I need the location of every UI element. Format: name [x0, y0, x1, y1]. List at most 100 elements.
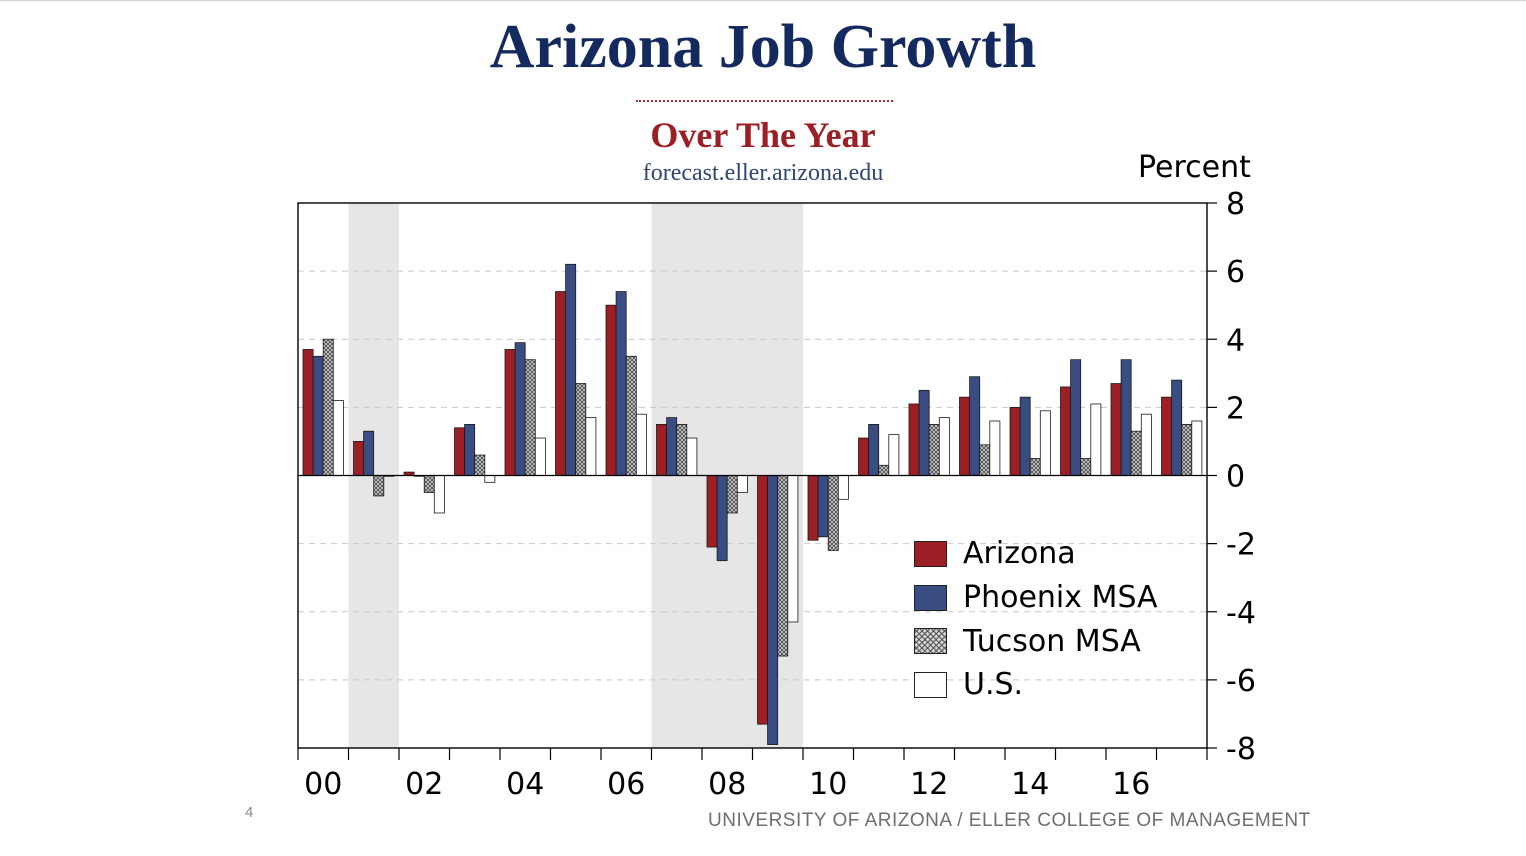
bar-arizona: [353, 441, 365, 476]
bar-u-s: [938, 417, 950, 476]
bar-phoenix-msa: [565, 263, 577, 476]
bar-phoenix-msa: [1019, 396, 1031, 476]
bar-phoenix-msa: [969, 376, 981, 476]
bar-u-s: [433, 475, 445, 514]
bar-arizona: [858, 437, 870, 476]
bar-u-s: [332, 400, 344, 476]
bar-u-s: [888, 434, 900, 476]
y-tick-label: 2: [1226, 391, 1245, 426]
x-tick-label: 12: [910, 767, 948, 802]
legend-item-tucson: Tucson MSA: [914, 619, 1158, 663]
bar-phoenix-msa: [464, 424, 476, 476]
bar-tucson-msa: [827, 475, 839, 551]
x-tick-label: 04: [506, 767, 544, 802]
legend-label: U.S.: [963, 667, 1024, 703]
chart-legend: Arizona Phoenix MSA Tucson MSA U.S.: [914, 532, 1158, 707]
bar-u-s: [1140, 413, 1152, 476]
legend-item-phoenix: Phoenix MSA: [914, 576, 1158, 620]
bar-phoenix-msa: [716, 475, 728, 562]
bar-arizona: [706, 475, 718, 548]
bar-phoenix-msa: [1171, 379, 1183, 476]
bar-phoenix-msa: [918, 389, 930, 476]
legend-swatch-phoenix: [914, 584, 947, 611]
bar-arizona: [908, 403, 920, 476]
bar-arizona: [555, 291, 567, 476]
top-rule: [0, 0, 1526, 1]
bar-arizona: [807, 475, 819, 541]
legend-label: Arizona: [963, 536, 1076, 572]
source-website: forecast.eller.arizona.edu: [642, 160, 884, 186]
bar-u-s: [736, 475, 748, 493]
bar-tucson-msa: [1181, 424, 1193, 476]
bar-arizona: [1009, 406, 1021, 476]
bar-u-s: [534, 437, 546, 476]
y-tick-label: -2: [1226, 528, 1256, 563]
y-axis-unit-label: Percent: [1138, 150, 1251, 185]
x-tick-label: 16: [1112, 767, 1150, 802]
slide-number: 4: [245, 804, 254, 821]
bar-tucson-msa: [1130, 430, 1142, 476]
bar-arizona: [605, 304, 617, 476]
y-tick-label: 6: [1226, 255, 1245, 290]
bar-tucson-msa: [1080, 458, 1092, 476]
bar-tucson-msa: [928, 424, 940, 476]
bar-tucson-msa: [322, 338, 334, 476]
bar-arizona: [1060, 386, 1072, 476]
x-tick-label: 08: [708, 767, 746, 802]
bar-tucson-msa: [1029, 458, 1041, 476]
x-tick-label: 14: [1011, 767, 1049, 802]
bar-tucson-msa: [777, 475, 789, 657]
bar-phoenix-msa: [767, 475, 779, 745]
bar-arizona: [656, 424, 668, 476]
legend-item-arizona: Arizona: [914, 532, 1158, 576]
y-tick-label: 0: [1226, 460, 1245, 495]
bar-phoenix-msa: [312, 355, 324, 476]
title-divider: [636, 100, 893, 102]
bar-phoenix-msa: [1120, 359, 1132, 476]
y-tick-label: -8: [1226, 732, 1256, 767]
bar-phoenix-msa: [666, 417, 678, 476]
y-tick-label: 4: [1226, 323, 1245, 358]
bar-arizona: [757, 475, 769, 725]
y-tick-label: 8: [1226, 187, 1245, 222]
bar-phoenix-msa: [868, 424, 880, 476]
bar-u-s: [1191, 420, 1203, 476]
bar-tucson-msa: [878, 464, 890, 476]
slide-title: Arizona Job Growth: [489, 13, 1037, 81]
x-tick-label: 06: [607, 767, 645, 802]
bar-arizona: [959, 396, 971, 476]
bar-u-s: [1039, 410, 1051, 476]
legend-swatch-tucson: [914, 628, 947, 655]
legend-swatch-us: [914, 671, 947, 698]
bar-tucson-msa: [524, 359, 536, 476]
bar-arizona: [504, 349, 516, 476]
bar-tucson-msa: [423, 475, 435, 493]
bar-phoenix-msa: [1070, 359, 1082, 476]
x-tick-label: 02: [405, 767, 443, 802]
legend-label: Phoenix MSA: [963, 580, 1158, 616]
y-tick-label: -6: [1226, 664, 1256, 699]
chart-subtitle: Over The Year: [650, 115, 876, 155]
y-tick-label: -4: [1226, 596, 1256, 631]
x-tick-label: 10: [809, 767, 847, 802]
bar-u-s: [686, 437, 698, 476]
bar-tucson-msa: [676, 424, 688, 476]
bar-tucson-msa: [474, 454, 486, 476]
bar-u-s: [1090, 403, 1102, 476]
bar-arizona: [454, 427, 466, 476]
legend-label: Tucson MSA: [963, 623, 1141, 659]
bar-u-s: [787, 475, 799, 623]
bar-tucson-msa: [373, 475, 385, 497]
bar-phoenix-msa: [363, 430, 375, 476]
footer-text: UNIVERSITY OF ARIZONA / ELLER COLLEGE OF…: [708, 810, 1311, 831]
x-tick-label: 00: [304, 767, 342, 802]
bar-arizona: [1110, 383, 1122, 476]
bar-tucson-msa: [625, 355, 637, 476]
bar-tucson-msa: [575, 383, 587, 476]
legend-item-us: U.S.: [914, 663, 1158, 707]
bar-tucson-msa: [979, 444, 991, 476]
bar-phoenix-msa: [615, 291, 627, 476]
bar-phoenix-msa: [514, 342, 526, 476]
bar-u-s: [585, 417, 597, 476]
